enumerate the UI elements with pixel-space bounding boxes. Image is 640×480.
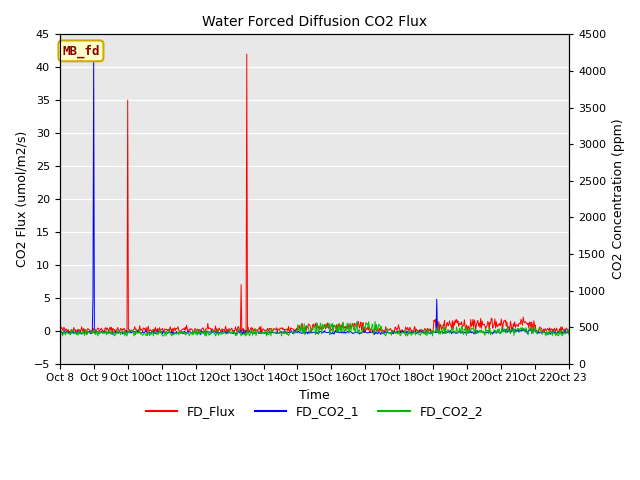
X-axis label: Time: Time [299, 389, 330, 402]
Y-axis label: CO2 Flux (umol/m2/s): CO2 Flux (umol/m2/s) [15, 131, 28, 267]
Legend: FD_Flux, FD_CO2_1, FD_CO2_2: FD_Flux, FD_CO2_1, FD_CO2_2 [141, 400, 488, 423]
Title: Water Forced Diffusion CO2 Flux: Water Forced Diffusion CO2 Flux [202, 15, 427, 29]
Y-axis label: CO2 Concentration (ppm): CO2 Concentration (ppm) [612, 119, 625, 279]
Text: MB_fd: MB_fd [62, 44, 100, 58]
